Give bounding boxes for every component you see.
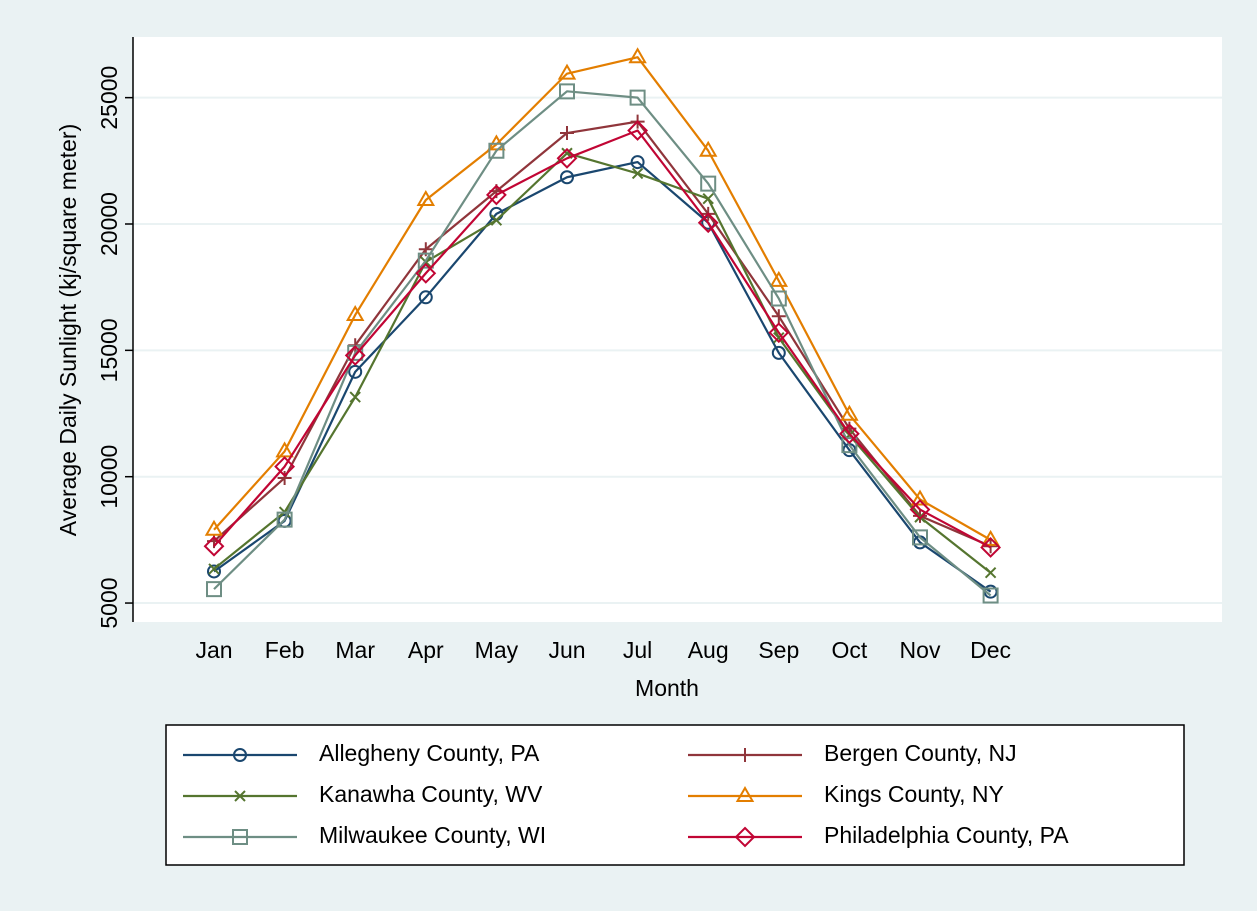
x-axis-title: Month <box>635 675 699 701</box>
data-marker <box>277 470 292 485</box>
data-marker <box>982 587 999 604</box>
data-marker <box>490 214 503 226</box>
data-marker <box>914 511 926 523</box>
data-marker <box>485 184 507 206</box>
x-tick-label: Feb <box>265 637 305 663</box>
data-marker <box>698 140 718 157</box>
data-marker <box>204 519 224 536</box>
legend-marker <box>735 785 755 802</box>
legend-label: Allegheny County, PA <box>319 740 540 766</box>
data-marker <box>629 89 646 106</box>
series-line <box>213 56 992 541</box>
y-axis-title: Average Daily Sunlight (kj/square meter) <box>55 124 81 536</box>
y-tick-label: 10000 <box>96 445 122 509</box>
data-marker <box>415 262 437 284</box>
series-line <box>213 90 992 597</box>
legend-marker <box>738 748 752 762</box>
data-marker <box>768 322 790 344</box>
x-tick-label: May <box>475 637 519 663</box>
x-tick-label: Apr <box>408 637 444 663</box>
data-marker <box>702 193 714 205</box>
x-tick-label: Jun <box>548 637 585 663</box>
legend-label: Bergen County, NJ <box>824 740 1017 766</box>
data-marker <box>630 155 645 170</box>
data-marker <box>348 364 363 379</box>
data-marker <box>840 404 859 421</box>
x-tick-label: Nov <box>900 637 941 663</box>
series-line <box>213 129 992 549</box>
series-line <box>213 152 992 574</box>
y-tick-label: 15000 <box>96 318 122 382</box>
data-marker <box>349 391 361 403</box>
data-marker <box>771 309 786 324</box>
data-marker <box>909 499 931 520</box>
y-tick-label: 25000 <box>96 66 122 130</box>
legend-marker <box>234 790 246 802</box>
x-tick-label: Jul <box>623 637 652 663</box>
plot-area <box>133 37 1222 622</box>
y-tick-label: 5000 <box>96 577 122 628</box>
x-tick-label: Oct <box>832 637 868 663</box>
data-marker <box>206 581 222 598</box>
data-marker <box>557 63 577 80</box>
data-marker <box>980 537 1002 558</box>
data-marker <box>347 344 364 361</box>
x-tick-label: Jan <box>195 637 232 663</box>
legend-label: Kings County, NY <box>824 781 1004 807</box>
x-tick-label: Mar <box>335 637 375 663</box>
data-marker <box>560 170 575 185</box>
data-marker <box>984 567 997 579</box>
data-marker <box>276 511 293 528</box>
data-marker <box>560 126 574 141</box>
legend-marker <box>232 829 248 845</box>
data-marker <box>203 535 225 557</box>
legend-marker <box>233 748 248 762</box>
data-marker <box>910 489 930 506</box>
data-marker <box>697 212 719 234</box>
data-marker <box>416 189 436 206</box>
data-marker <box>628 47 647 64</box>
data-marker <box>627 120 649 141</box>
data-marker <box>770 290 787 307</box>
legend-label: Kanawha County, WV <box>319 781 543 807</box>
x-tick-label: Dec <box>970 637 1011 663</box>
x-tick-label: Sep <box>758 637 799 663</box>
series-line <box>213 120 992 548</box>
data-marker <box>838 423 860 445</box>
series-line <box>213 160 992 593</box>
legend-marker <box>734 826 756 848</box>
data-marker <box>631 167 644 180</box>
data-marker <box>345 304 365 321</box>
data-marker <box>981 529 1000 546</box>
data-marker <box>773 332 785 344</box>
data-marker <box>912 529 928 546</box>
data-marker <box>700 175 717 192</box>
legend-box <box>165 724 1185 866</box>
data-marker <box>274 456 296 478</box>
data-marker <box>418 290 433 305</box>
y-tick-label: 20000 <box>96 192 122 256</box>
data-marker <box>344 344 366 366</box>
data-marker <box>417 252 434 269</box>
legend-label: Philadelphia County, PA <box>824 822 1069 848</box>
data-marker <box>769 270 789 287</box>
data-marker <box>771 345 786 360</box>
data-marker <box>208 563 220 575</box>
legend-label: Milwaukee County, WI <box>319 822 546 848</box>
data-marker <box>841 437 858 454</box>
data-marker <box>556 147 578 169</box>
data-marker <box>559 83 575 100</box>
x-tick-label: Aug <box>688 637 729 663</box>
data-marker <box>488 142 505 159</box>
